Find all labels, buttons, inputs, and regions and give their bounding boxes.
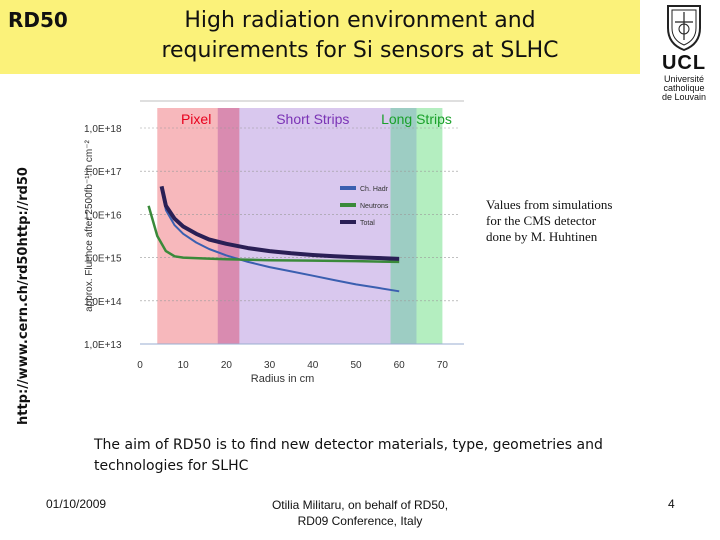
x-tick-label-3: 30: [264, 360, 276, 371]
header-band: [0, 0, 640, 74]
x-tick-label-4: 40: [307, 360, 319, 371]
slide-title: High radiation environment and requireme…: [161, 8, 559, 63]
series-line-2: [159, 185, 400, 261]
region-label-0: Pixel: [181, 111, 211, 127]
legend-label-2: Total: [360, 220, 375, 227]
legend-label-1: Neutrons: [360, 203, 389, 210]
region-overlap-0: [217, 108, 240, 344]
footer-author: Otilia Militaru, on behalf of RD50, RD09…: [271, 498, 449, 528]
x-tick-label-0: 0: [137, 360, 143, 371]
logo-subtext: Université catholique de Louvain: [661, 74, 707, 102]
y-axis-label: approx. Fluence after 2500fb⁻¹ in cm⁻²: [84, 139, 95, 311]
region-1: [235, 108, 391, 344]
ucl-seal-icon: [667, 5, 701, 52]
logo-ucl-text: UCL: [661, 52, 707, 74]
x-tick-label-6: 60: [394, 360, 406, 371]
y-tick-label-0: 1,0E+13: [84, 340, 122, 351]
aim-text: The aim of RD50 is to find new detector …: [94, 437, 603, 474]
x-axis-label: Radius in cm: [251, 373, 315, 385]
y-tick-label-3: 1,0E+16: [84, 210, 122, 221]
series-line-1: [147, 205, 400, 264]
page-number: 4: [668, 497, 675, 511]
y-tick-label-5: 1,0E+18: [84, 124, 122, 135]
side-url: http://www.cern.ch/rd50http://rd50: [16, 167, 31, 425]
y-tick-label-2: 1,0E+15: [84, 254, 122, 265]
ucl-logo: UCL Université catholique de Louvain: [650, 2, 718, 106]
x-tick-label-1: 10: [178, 360, 190, 371]
footer-date: 01/10/2009: [46, 497, 107, 511]
x-tick-label-7: 70: [437, 360, 449, 371]
x-tick-label-5: 50: [350, 360, 362, 371]
series-line-0: [160, 188, 400, 293]
simulation-note: Values from simulations for the CMS dete…: [486, 197, 613, 244]
region-label-2: Long Strips: [381, 111, 452, 127]
x-tick-label-2: 20: [221, 360, 233, 371]
region-overlap-1: [390, 108, 417, 344]
y-tick-label-1: 1,0E+14: [84, 297, 122, 308]
rd50-tag: RD50: [8, 8, 68, 32]
fluence-chart: Pixel Short Strips Long Strips 1,0E+13 1,0E+…: [84, 100, 464, 385]
legend-label-0: Ch. Hadr: [360, 186, 389, 193]
region-label-1: Short Strips: [276, 111, 349, 127]
y-tick-label-4: 1,0E+17: [84, 167, 122, 178]
